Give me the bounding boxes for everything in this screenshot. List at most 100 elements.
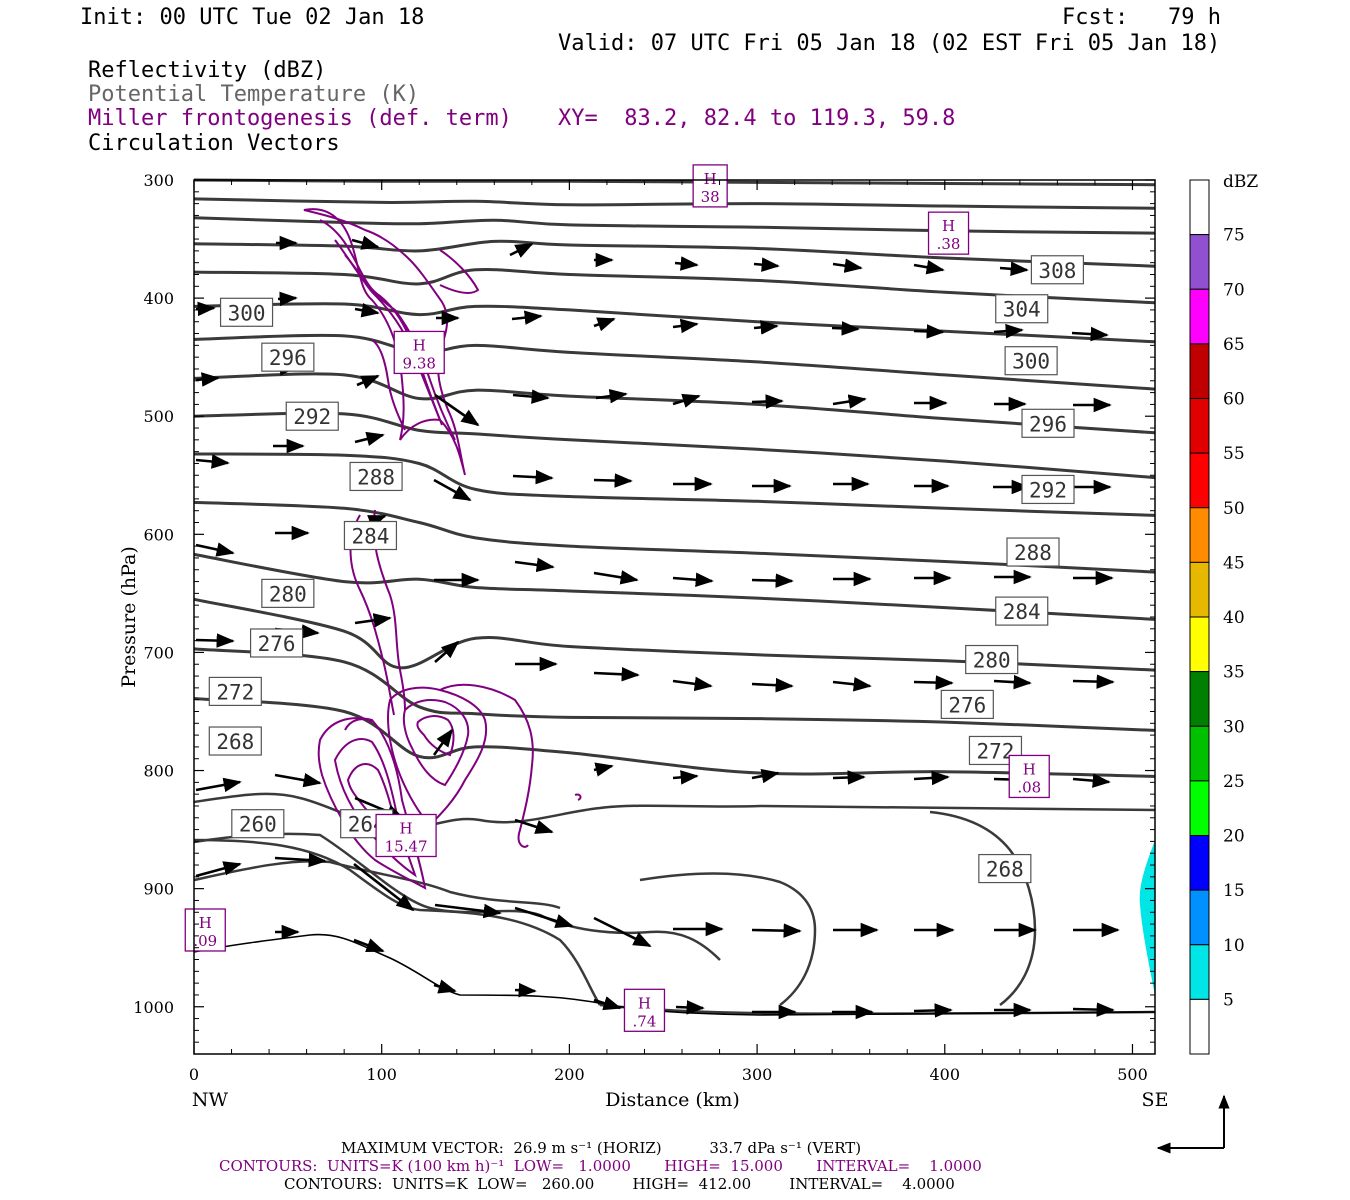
- circulation-vector: [195, 372, 220, 387]
- circulation-vector: [593, 666, 640, 682]
- theta-label-box: [1006, 537, 1060, 567]
- theta-contour-label: 268: [978, 853, 1032, 884]
- circulation-vector: [672, 676, 713, 692]
- circulation-vector: [753, 320, 779, 335]
- theta-label-text: 276: [948, 693, 986, 717]
- theta-line: [193, 372, 1156, 435]
- y-tick-label: 300: [143, 171, 174, 190]
- maximum-value: .08: [1017, 778, 1041, 796]
- frontogenesis-maximum: H15.47: [375, 813, 437, 858]
- se-endpoint-label: SE: [1142, 1089, 1169, 1111]
- theta-contour-label: 292: [1021, 474, 1075, 505]
- circulation-vector: [593, 317, 616, 332]
- legend-level-label: 30: [1223, 717, 1245, 737]
- maximum-value: .38: [937, 235, 961, 253]
- theta-label-text: 284: [1003, 600, 1041, 624]
- theta-contour-label: 268: [208, 726, 262, 756]
- maximum-box: [692, 164, 728, 208]
- theta-label-box: [249, 628, 304, 658]
- frontogenesis-contour: [344, 254, 443, 426]
- theta-label-box: [965, 644, 1019, 675]
- theta-label-text: 280: [269, 582, 307, 606]
- maximum-value: .74: [633, 1012, 657, 1030]
- theta-contour-label: 284: [995, 596, 1049, 626]
- circulation-vector: [434, 393, 480, 427]
- theta-label-box: [978, 853, 1032, 884]
- theta-label-box: [1021, 408, 1075, 438]
- frontogenesis-contour: [344, 718, 373, 731]
- theta-line: [193, 452, 1156, 517]
- legend-color-cell: [1189, 398, 1210, 454]
- legend-level-label: 35: [1223, 663, 1245, 683]
- circulation-vector: [514, 818, 554, 834]
- theta-contour-label: 300: [219, 297, 274, 327]
- circulation-vector: [432, 728, 454, 756]
- legend-level-label: 20: [1223, 827, 1245, 847]
- theta-label-box: [995, 596, 1049, 626]
- legend-level-label: 70: [1223, 280, 1245, 300]
- theta-label-text: 284: [351, 525, 389, 549]
- circulation-vector: [751, 923, 802, 938]
- maximum-vector-note: MAXIMUM VECTOR: 26.9 m s⁻¹ (HORIZ) 33.7 …: [341, 1139, 862, 1157]
- circulation-vector: [674, 256, 699, 271]
- legend-top-cell: [1189, 179, 1210, 236]
- theta-label-box: [1030, 255, 1084, 285]
- legend-color-cell: [1189, 507, 1210, 563]
- frontogenesis-maximum: H38: [692, 164, 728, 208]
- theta-label-text: 268: [986, 858, 1024, 882]
- circulation-vector: [1072, 1002, 1115, 1017]
- circulation-vector: [751, 768, 780, 784]
- circulation-vector: [195, 301, 216, 317]
- cross-section-endpoints: XY= 83.2, 82.4 to 119.3, 59.8: [558, 106, 956, 131]
- legend-color-cell: [1189, 452, 1210, 509]
- valid-time: Valid: 07 UTC Fri 05 Jan 18 (02 EST Fri …: [558, 31, 1221, 56]
- theta-label-text: 276: [258, 632, 296, 656]
- theta-label-box: [208, 676, 262, 707]
- legend-level-label: 10: [1223, 936, 1245, 956]
- circulation-vector: [433, 478, 472, 502]
- legend-color-cell: [1189, 234, 1210, 290]
- frontogenesis-contour: [371, 339, 406, 431]
- theta-contour-label: 276: [940, 689, 994, 720]
- theta-line: [193, 552, 1156, 621]
- legend-level-label: 65: [1223, 335, 1245, 355]
- legend-color-cell: [1189, 725, 1210, 782]
- circulation-vector: [832, 770, 866, 785]
- theta-line: [929, 810, 1037, 1006]
- circulation-vector: [832, 677, 872, 692]
- theta-contour-info: CONTOURS: UNITS=K LOW= 260.00 HIGH= 412.…: [284, 1175, 955, 1193]
- maximum-box: [623, 988, 666, 1032]
- circulation-vector: [999, 261, 1029, 277]
- x-tick-label: 100: [366, 1065, 397, 1084]
- frontogenesis-contour: [574, 793, 582, 801]
- maximum-letter: H: [638, 994, 651, 1012]
- circulation-vector: [672, 770, 699, 785]
- theta-line: [193, 411, 1156, 480]
- theta-line: [193, 333, 1156, 391]
- frontogenesis-contour: [416, 715, 455, 757]
- legend-level-label: 75: [1223, 226, 1245, 246]
- theta-label-text: 272: [216, 680, 254, 704]
- theta-line: [193, 197, 1156, 210]
- circulation-vector: [1071, 326, 1109, 342]
- legend-level-label: 50: [1223, 499, 1245, 519]
- y-tick-label: 500: [143, 407, 174, 426]
- theta-label-box: [940, 689, 994, 720]
- theta-line: [193, 792, 1156, 830]
- y-tick-label: 700: [143, 643, 174, 662]
- circulation-vector: [433, 979, 457, 994]
- circulation-vector: [354, 613, 392, 628]
- circulation-vector: [274, 772, 322, 788]
- field-frontogenesis: Miller frontogenesis (def. term): [88, 106, 512, 131]
- theta-label-text: 300: [228, 301, 266, 325]
- theta-label-box: [285, 401, 339, 431]
- circulation-vector: [672, 572, 714, 588]
- theta-line: [193, 860, 561, 910]
- circulation-vectors: [195, 235, 1120, 1020]
- plot-axes: 300 400 500 600 700 800 900 1000 0 100 200 300 400 50…: [118, 171, 1168, 1111]
- circulation-vector: [353, 938, 385, 953]
- reference-vector: [1156, 1094, 1230, 1154]
- y-tick-label: 1000: [133, 998, 174, 1017]
- circulation-vector: [514, 906, 574, 929]
